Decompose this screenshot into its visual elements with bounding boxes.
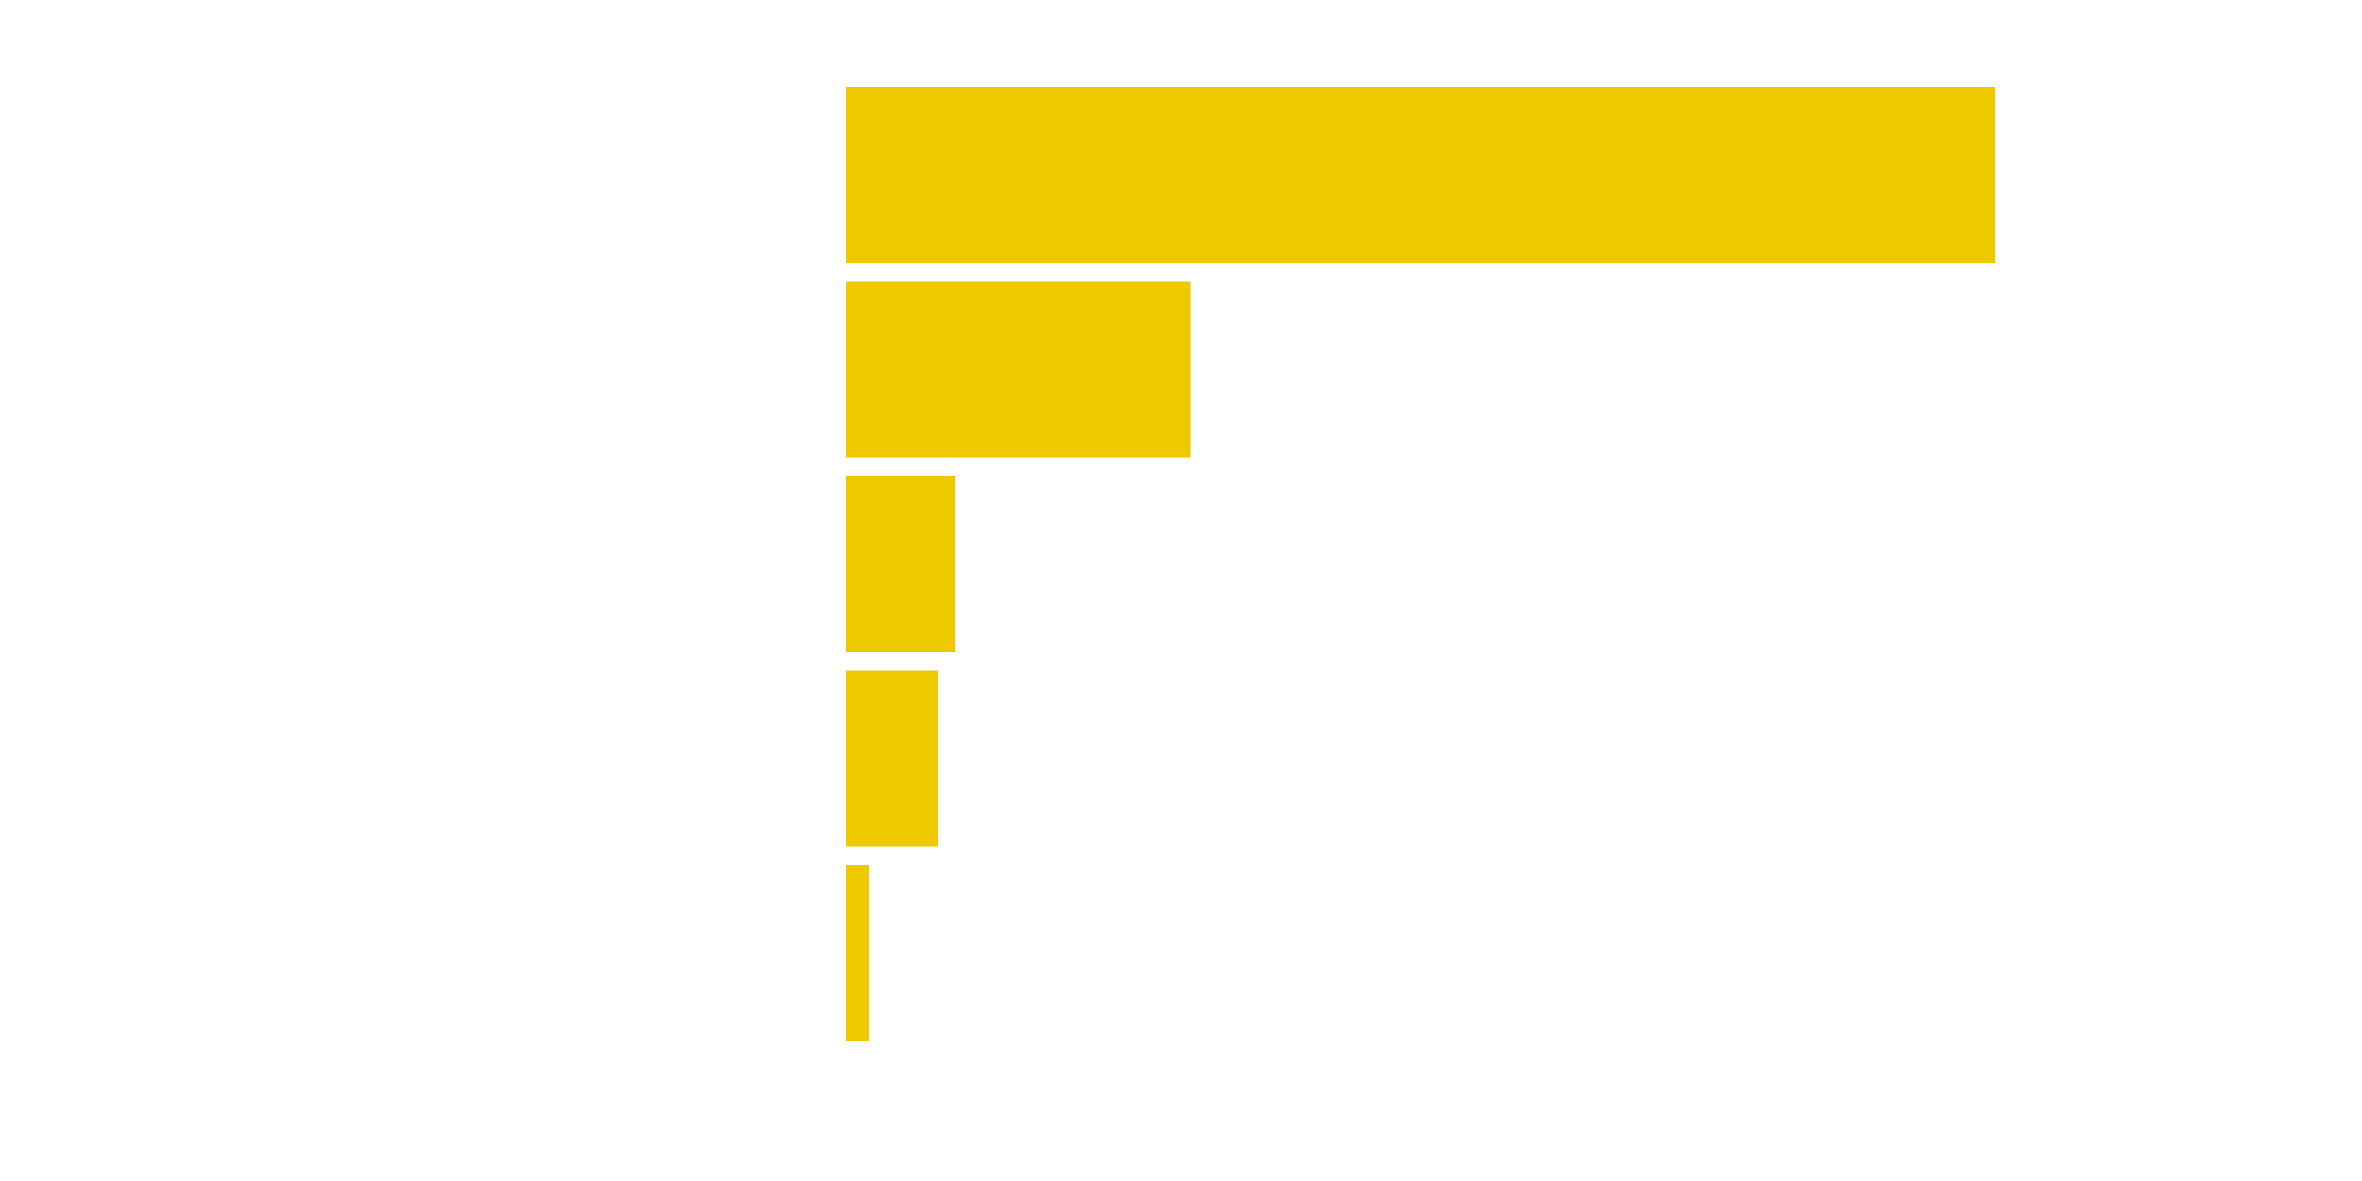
bar-1 <box>846 87 1995 263</box>
bar-2 <box>846 281 1191 458</box>
bar-3 <box>846 476 956 652</box>
bar-5 <box>846 865 869 1041</box>
bars-group <box>846 87 1995 1041</box>
bar-4 <box>846 670 938 847</box>
